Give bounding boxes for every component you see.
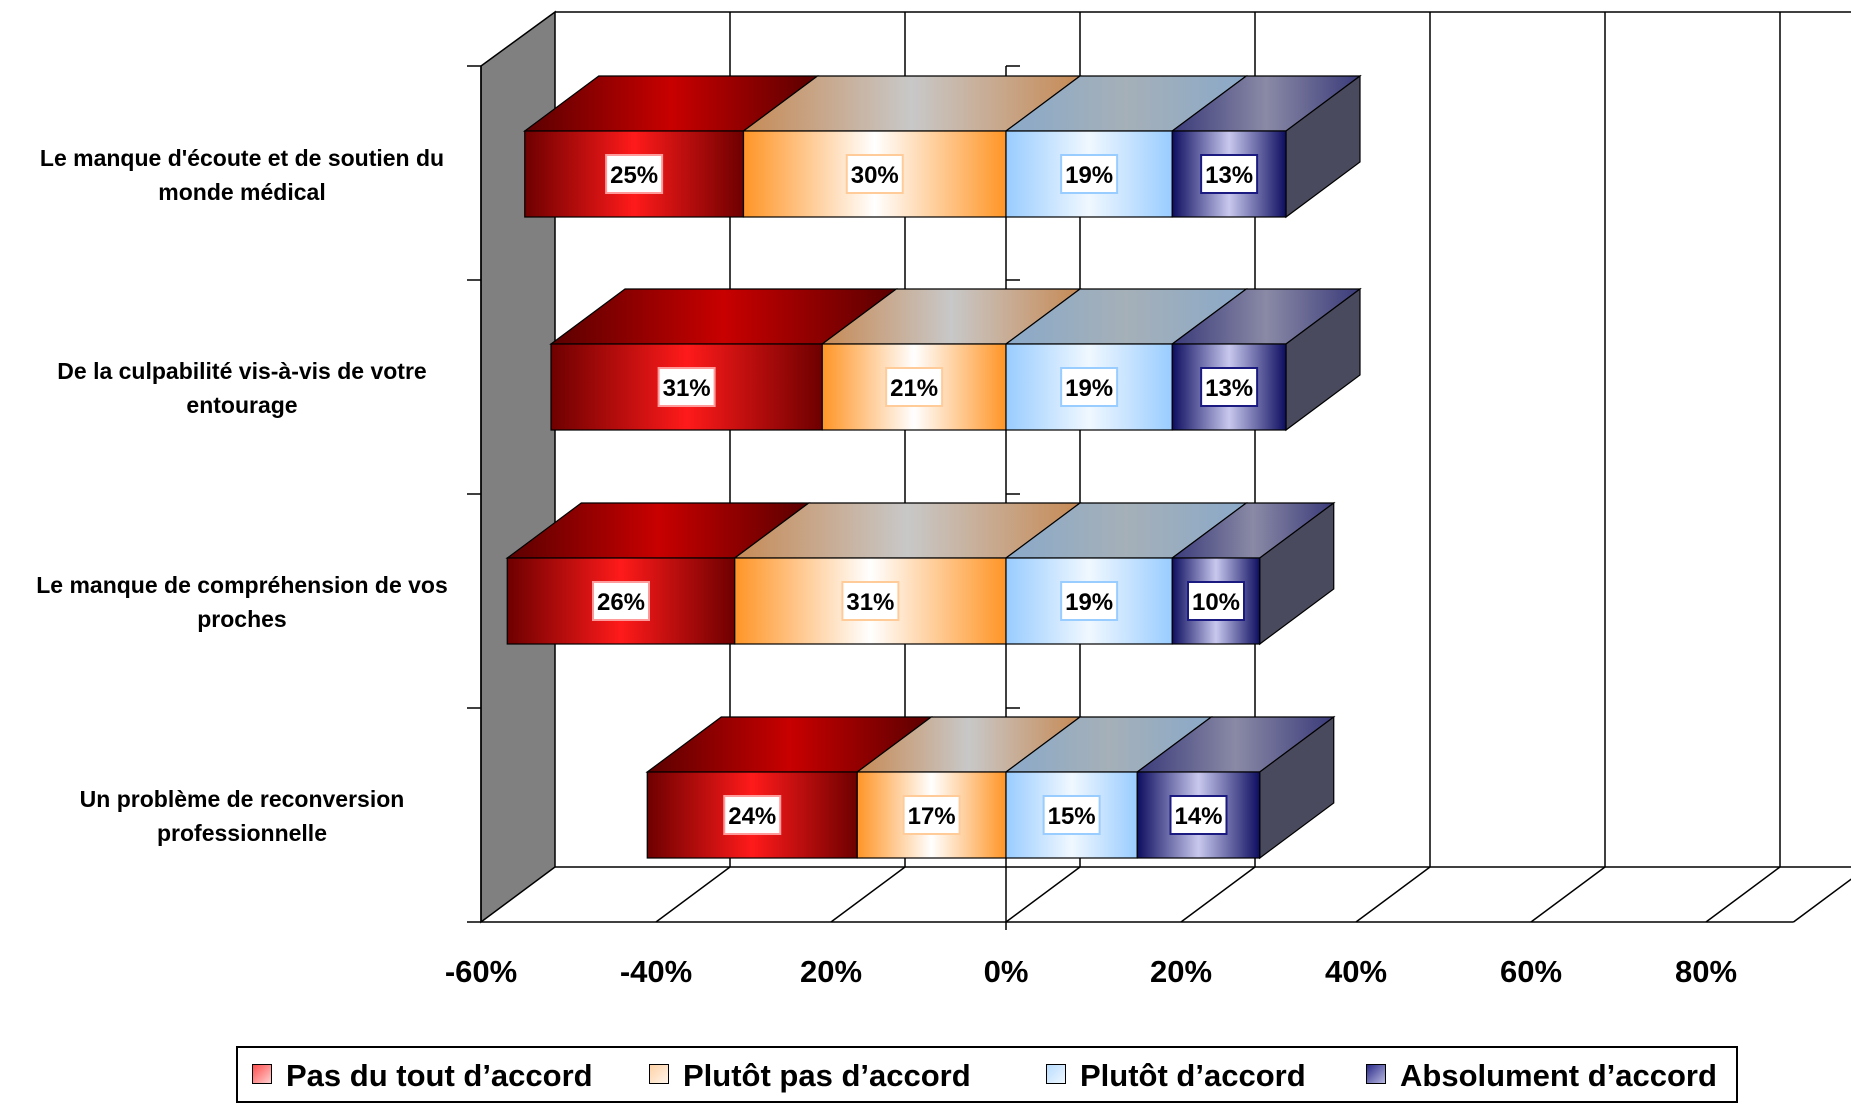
data-label-box [902, 795, 961, 835]
data-label: 19% [1065, 589, 1113, 616]
category-label: professionnelle [157, 820, 327, 846]
legend-item-pas-du-tout: Pas du tout d’accord [252, 1058, 593, 1094]
category-label: proches [197, 606, 286, 632]
x-tick-label: 0% [984, 954, 1029, 989]
category-label: Le manque d'écoute et de soutien du [40, 145, 444, 171]
data-label: 13% [1205, 375, 1253, 402]
legend: Pas du tout d’accord Plutôt pas d’accord… [236, 1046, 1738, 1103]
data-label-box [605, 154, 664, 194]
floor-diagonal [655, 866, 731, 923]
data-label-box [1060, 367, 1119, 407]
data-label: 21% [890, 375, 938, 402]
category-label: Un problème de reconversion [80, 786, 405, 812]
x-tick-label: -40% [620, 954, 692, 989]
floor-diagonal [830, 866, 906, 923]
legend-label: Plutôt pas d’accord [683, 1058, 971, 1093]
chart: 25% 30% 19% 13% Le manque d'écoute et de sou… [36, 10, 1851, 989]
data-label-box [1060, 581, 1119, 621]
floor-diagonal [1705, 866, 1781, 923]
x-tick-label: 80% [1675, 954, 1737, 989]
bar-3 [1171, 130, 1287, 218]
data-label: 25% [610, 162, 658, 189]
data-label: 15% [1048, 803, 1096, 830]
floor-diagonal [1530, 866, 1606, 923]
data-label: 19% [1065, 162, 1113, 189]
x-tick-label: 20% [1150, 954, 1212, 989]
floor-diagonal [1793, 878, 1851, 923]
data-label-box [1200, 154, 1259, 194]
data-label: 19% [1065, 375, 1113, 402]
category-label: entourage [186, 392, 297, 418]
category-label: monde médical [158, 179, 325, 205]
x-tick-label: 20% [800, 954, 862, 989]
data-label-box [1169, 795, 1228, 835]
data-label: 31% [846, 589, 894, 616]
legend-label: Plutôt d’accord [1080, 1058, 1306, 1093]
data-label-box [1200, 367, 1259, 407]
data-label: 17% [908, 803, 956, 830]
legend-swatch-red-icon [252, 1064, 272, 1084]
data-label-box [885, 367, 944, 407]
x-tick-label: 60% [1500, 954, 1562, 989]
legend-item-plutot-accord: Plutôt d’accord [1046, 1058, 1306, 1094]
data-label-box [723, 795, 782, 835]
legend-label: Pas du tout d’accord [286, 1058, 593, 1093]
data-label: 10% [1192, 589, 1240, 616]
legend-swatch-orange-icon [649, 1064, 669, 1084]
legend-swatch-lightblue-icon [1046, 1064, 1066, 1084]
bar-1 [734, 557, 1007, 645]
x-tick-label: 40% [1325, 954, 1387, 989]
data-label-box [1187, 581, 1245, 621]
data-label: 24% [728, 803, 776, 830]
data-label: 13% [1205, 162, 1253, 189]
x-tick-label: -60% [445, 954, 517, 989]
legend-item-absolument: Absolument d’accord [1366, 1058, 1717, 1094]
data-label-box [1042, 795, 1101, 835]
data-label-box [657, 367, 716, 407]
data-label: 31% [663, 375, 711, 402]
data-label: 14% [1174, 803, 1222, 830]
floor-diagonal [1180, 866, 1256, 923]
category-label: Le manque de compréhension de vos [36, 572, 448, 598]
floor-diagonal [1355, 866, 1431, 923]
data-label-box [845, 154, 904, 194]
chart-texts: 25% 30% 19% 13% Le manque d'écoute et de sou… [36, 145, 1737, 989]
legend-label: Absolument d’accord [1400, 1058, 1717, 1093]
legend-item-plutot-pas: Plutôt pas d’accord [649, 1058, 971, 1094]
category-label: De la culpabilité vis-à-vis de votre [57, 358, 426, 384]
bar-0 [550, 343, 823, 431]
data-label: 30% [851, 162, 899, 189]
legend-swatch-navy-icon [1366, 1064, 1386, 1084]
chart-frame [467, 10, 1851, 930]
data-label-box [592, 581, 650, 621]
data-label-box [841, 581, 900, 621]
data-label-box [1060, 154, 1119, 194]
data-label: 26% [597, 589, 645, 616]
floor-diagonal [1005, 866, 1081, 923]
